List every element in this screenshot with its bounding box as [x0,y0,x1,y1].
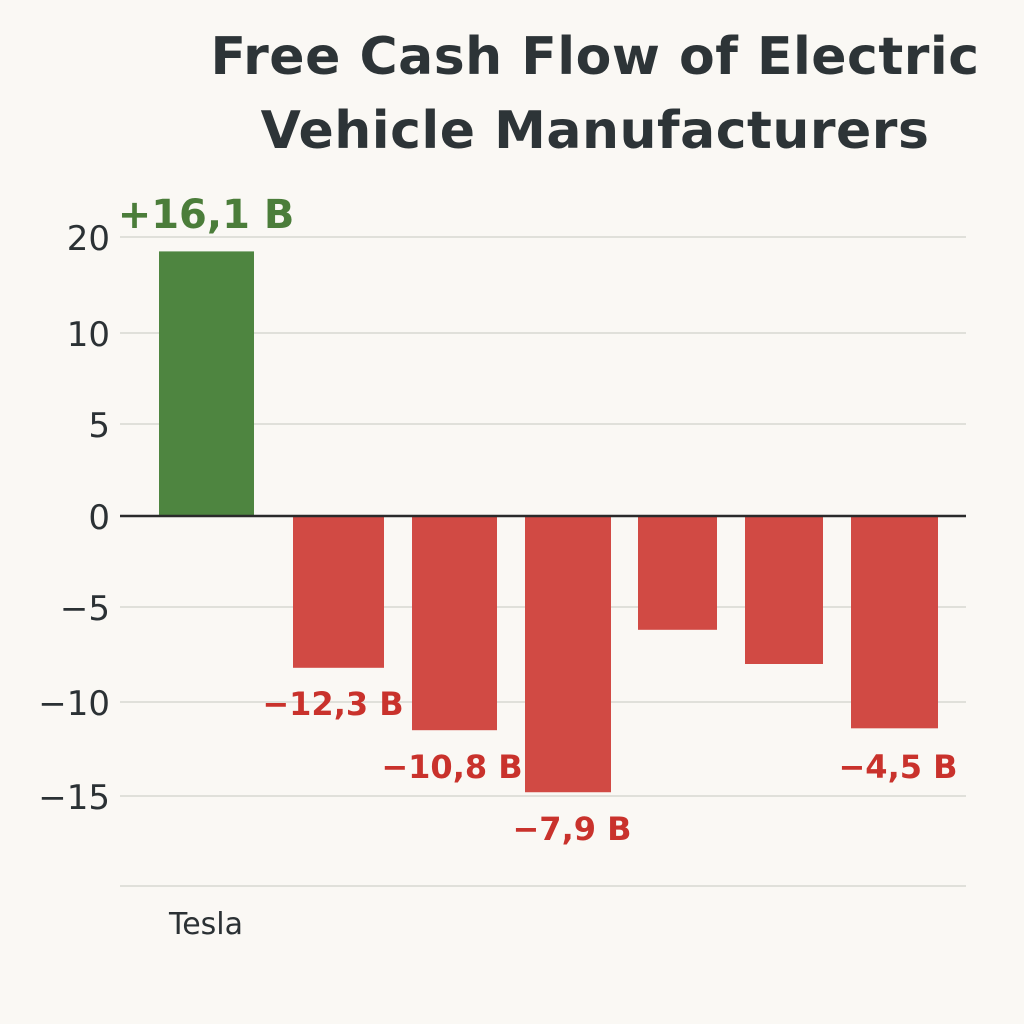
y-tick-label: 20 [67,219,110,259]
y-tick-label: −5 [60,589,110,629]
bar [638,516,717,630]
y-tick-label: 10 [67,315,110,355]
bar [412,516,497,731]
bar [851,516,938,729]
bar [159,251,254,516]
bar [525,516,611,793]
y-tick-label: −15 [38,778,110,818]
bar [745,516,823,664]
y-tick-label: 5 [88,406,110,446]
y-tick-label: −10 [38,684,110,724]
data-label: −4,5 B [838,748,957,786]
data-label: +16,1 B [118,192,295,238]
bar [293,516,384,668]
x-category-label: Tesla [168,907,243,942]
chart-title-line-1: Free Cash Flow of Electric [210,27,980,87]
y-tick-label: 0 [88,498,110,538]
data-label: −10,8 B [381,748,522,786]
data-label: −7,9 B [512,810,631,848]
chart-title-line-2: Vehicle Manufacturers [260,101,930,161]
data-label: −12,3 B [262,685,403,723]
